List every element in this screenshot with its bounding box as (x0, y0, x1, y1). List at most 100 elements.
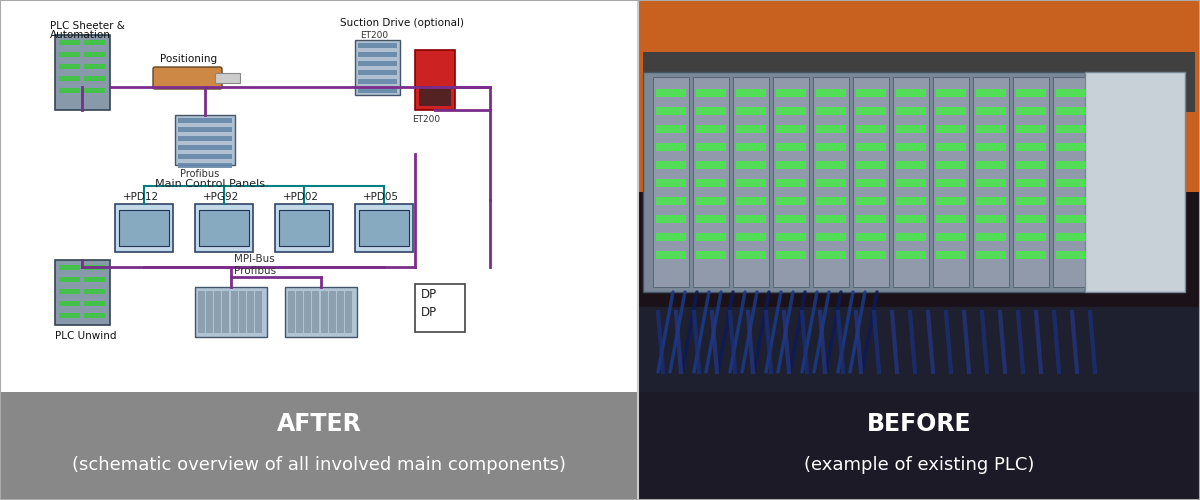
Bar (896, 143, 926, 151)
Bar (1056, 143, 1086, 151)
Bar (230, 291, 238, 333)
Bar (656, 89, 686, 97)
Bar (178, 154, 232, 159)
Bar (1054, 77, 1090, 287)
Bar (736, 89, 766, 97)
Bar (656, 125, 686, 133)
Text: (example of existing PLC): (example of existing PLC) (804, 456, 1034, 474)
Text: PLC Unwind: PLC Unwind (55, 331, 116, 341)
Bar (856, 161, 886, 169)
Text: BEFORE: BEFORE (866, 412, 971, 436)
Bar (896, 197, 926, 205)
Bar (312, 291, 319, 333)
Bar (776, 251, 806, 259)
Bar (84, 88, 106, 93)
Text: Positioning: Positioning (160, 54, 217, 64)
Bar (733, 77, 769, 287)
Bar (736, 179, 766, 187)
Bar (696, 143, 726, 151)
Bar (84, 265, 106, 270)
Bar (59, 301, 80, 306)
Bar (936, 125, 966, 133)
Bar (256, 291, 262, 333)
Bar (696, 197, 726, 205)
Bar (1016, 89, 1046, 97)
Bar (776, 161, 806, 169)
Bar (696, 125, 726, 133)
Text: AFTER: AFTER (277, 412, 361, 436)
Bar (358, 79, 397, 84)
Text: ET200: ET200 (360, 31, 388, 40)
Bar (84, 76, 106, 81)
Bar (59, 64, 80, 69)
Bar (1056, 125, 1086, 133)
Bar (736, 197, 766, 205)
Bar (415, 284, 466, 332)
Bar (1056, 89, 1086, 97)
Bar (239, 291, 246, 333)
Bar (896, 215, 926, 223)
Bar (973, 77, 1009, 287)
Text: Automation: Automation (50, 30, 110, 40)
Bar (84, 313, 106, 318)
Bar (119, 210, 169, 246)
Bar (816, 125, 846, 133)
Bar (1013, 77, 1049, 287)
Bar (358, 88, 397, 93)
Bar (59, 52, 80, 57)
Bar (816, 251, 846, 259)
Bar (199, 210, 250, 246)
Bar (853, 77, 889, 287)
Bar (358, 70, 397, 75)
Text: Suction Drive (optional): Suction Drive (optional) (340, 18, 464, 28)
Bar (84, 40, 106, 45)
Text: ET200: ET200 (412, 115, 440, 124)
Bar (1016, 125, 1046, 133)
Bar (59, 289, 80, 294)
Bar (736, 215, 766, 223)
Bar (178, 118, 232, 123)
Bar (936, 107, 966, 115)
Bar (696, 251, 726, 259)
Bar (816, 233, 846, 241)
Bar (776, 215, 806, 223)
Text: Main Control Panels: Main Control Panels (155, 179, 265, 189)
Bar (84, 277, 106, 282)
Bar (59, 277, 80, 282)
Bar (222, 291, 229, 333)
Bar (355, 204, 413, 252)
Bar (736, 107, 766, 115)
Bar (656, 197, 686, 205)
Bar (936, 179, 966, 187)
Bar (736, 161, 766, 169)
Bar (656, 215, 686, 223)
Text: (schematic overview of all involved main components): (schematic overview of all involved main… (72, 456, 566, 474)
Bar (638, 0, 1200, 192)
Text: PLC Sheeter &: PLC Sheeter & (50, 21, 125, 31)
Bar (59, 76, 80, 81)
Bar (198, 291, 205, 333)
Bar (643, 72, 1085, 292)
Bar (816, 197, 846, 205)
Bar (856, 197, 886, 205)
Bar (976, 197, 1006, 205)
Bar (696, 107, 726, 115)
Bar (856, 107, 886, 115)
Bar (358, 43, 397, 48)
Bar (55, 35, 110, 110)
Bar (656, 251, 686, 259)
Bar (656, 179, 686, 187)
Bar (653, 77, 689, 287)
Text: DP: DP (421, 306, 437, 319)
Bar (346, 291, 352, 333)
Bar (936, 89, 966, 97)
Bar (206, 291, 214, 333)
Bar (936, 143, 966, 151)
Bar (696, 215, 726, 223)
Bar (337, 291, 344, 333)
Bar (84, 289, 106, 294)
Bar (896, 179, 926, 187)
Bar (856, 143, 886, 151)
Text: +PD02: +PD02 (283, 192, 319, 202)
Bar (178, 136, 232, 141)
